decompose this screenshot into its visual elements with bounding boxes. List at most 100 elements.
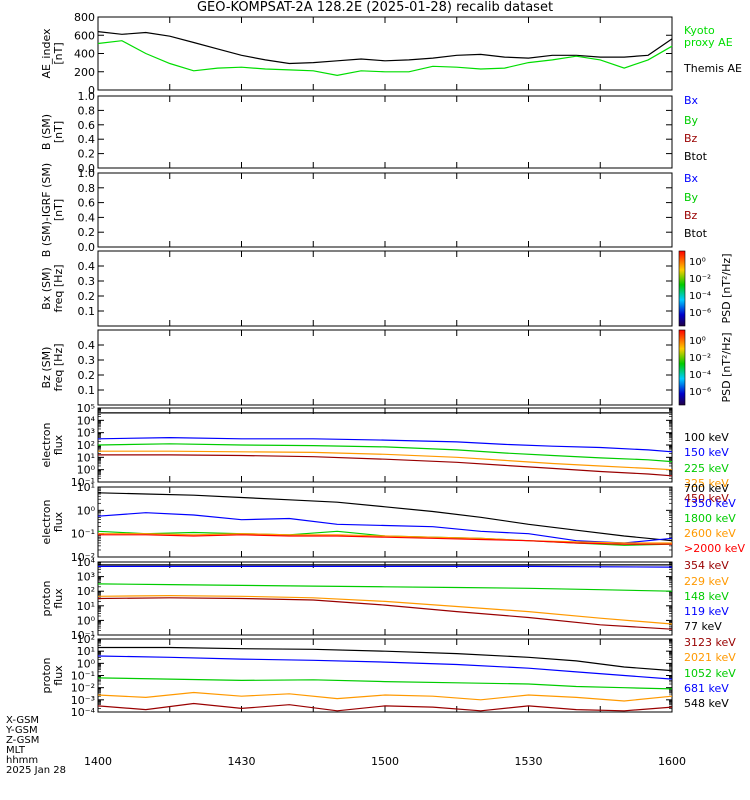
y-tick-label: 0.0 <box>78 241 96 254</box>
y-tick-label: 10⁴ <box>77 556 96 569</box>
panel-bx_spec: 0.1 0.2 0.3 0.4 Bx (SM) freq [Hz] 10⁰ 10⁻² 10⁻⁴ 1… <box>40 250 733 327</box>
y-tick-label: 1.0 <box>78 90 96 103</box>
legend-entry: 325 keV <box>684 477 729 490</box>
y-tick-label: 10⁻¹ <box>71 670 95 683</box>
y-tick-label: 10² <box>77 585 95 598</box>
colorbar-tick-label: 10⁻⁴ <box>689 291 711 302</box>
legend-entry: 548 keV <box>684 697 729 710</box>
series-line <box>98 454 673 477</box>
y-tick-label: 0.8 <box>78 104 96 117</box>
x-tick-label: 1600 <box>658 755 686 768</box>
footer-row: X-GSM <box>6 715 40 726</box>
y-tick-label: 10⁻¹ <box>71 528 95 541</box>
panel-frame <box>97 172 673 248</box>
y-tick-label: 10² <box>77 633 95 646</box>
series-line <box>97 512 673 544</box>
x-tick-label: 1530 <box>514 755 543 768</box>
legend-entry: 3123 keV <box>684 636 736 649</box>
y-axis-label: proton <box>40 657 53 693</box>
legend-entry: Btot <box>684 150 708 163</box>
series-line <box>98 533 672 544</box>
series-line <box>97 691 673 702</box>
panel-frame <box>97 329 673 406</box>
y-tick-label: 10⁰ <box>77 657 96 670</box>
legend-entry: Themis AE <box>683 62 742 75</box>
y-axis-label: electron <box>40 423 53 468</box>
y-tick-label: 10⁻² <box>71 551 95 564</box>
legend-entry: Bz <box>684 132 698 145</box>
colorbar-tick-label: 10⁰ <box>689 336 706 347</box>
panel-b_sm: 0.00.2 0.40.6 0.81.0 B (SM) [nT] Bx By Bz Btot <box>40 90 708 175</box>
panel-frame <box>97 486 673 558</box>
legend-entry: 225 keV <box>684 462 729 475</box>
y-tick-label: 400 <box>74 48 95 61</box>
series-line <box>97 583 673 592</box>
y-tick-label: 10⁻³ <box>71 694 95 707</box>
y-tick-label: 10⁻¹ <box>71 476 95 489</box>
y-tick-label: 0.6 <box>78 119 96 132</box>
y-axis-label: [nT] <box>52 199 65 221</box>
y-axis-label: flux <box>52 665 65 686</box>
legend-entry: Bx <box>684 172 699 185</box>
y-tick-label: 0.2 <box>78 290 96 303</box>
y-tick-label: 10³ <box>77 571 95 584</box>
y-tick-label: 0.6 <box>78 197 96 210</box>
y-tick-label: 10⁻¹ <box>71 629 95 642</box>
y-axis-label: B (SM) <box>40 114 53 150</box>
y-tick-label: 0.1 <box>78 384 96 397</box>
legend-entry: 119 keV <box>684 605 729 618</box>
x-tick-label: 1500 <box>371 755 399 768</box>
legend-entry: 354 keV <box>684 559 729 572</box>
colorbar-tick-label: 10⁻² <box>689 274 711 285</box>
y-tick-label: 10⁻² <box>71 682 95 695</box>
colorbar-tick-label: 10⁻⁶ <box>689 387 711 398</box>
y-tick-label: 0.3 <box>78 275 96 288</box>
y-axis-label: flux <box>52 434 65 455</box>
series-line <box>97 597 673 630</box>
series-line <box>97 436 673 453</box>
y-tick-label: 10¹ <box>77 600 95 613</box>
panel-b_igrf: 0.0 0.2 0.40.6 0.8 1.0 B (SM)-IGRF (SM) [nT] Bx… <box>40 163 708 257</box>
colorbar-tick-label: 10⁻⁶ <box>689 308 711 319</box>
legend-entry: 150 keV <box>684 446 729 459</box>
legend-entry: 1052 keV <box>684 667 736 680</box>
legend-entry: 1800 keV <box>684 512 736 525</box>
series-line <box>97 655 673 680</box>
y-axis-label: freq [Hz] <box>52 264 65 312</box>
series-line <box>97 677 673 690</box>
colorbar-tick-label: 10⁰ <box>689 257 706 268</box>
x-tick-label: 1430 <box>227 755 256 768</box>
footer-row: hhmm <box>6 755 39 766</box>
y-tick-label: 10⁻⁴ <box>71 706 96 719</box>
footer-row: MLT <box>6 745 25 756</box>
footer-row: Y-GSM <box>6 725 38 736</box>
colorbar <box>678 329 686 406</box>
legend-entry: Bz <box>684 209 698 222</box>
y-tick-label: 800 <box>74 11 95 24</box>
y-axis-label: flux <box>52 588 65 609</box>
y-tick-label: 10² <box>77 439 95 452</box>
page-title: GEO-KOMPSAT-2A 128.2E (2025-01-28) recal… <box>196 0 554 15</box>
legend-entry: 148 keV <box>684 590 729 603</box>
y-tick-label: 0.0 <box>78 162 96 175</box>
y-axis-label: electron <box>40 500 53 545</box>
panel-frame <box>97 250 673 327</box>
y-tick-label: 200 <box>74 66 95 79</box>
legend-entry: By <box>684 191 699 204</box>
y-tick-label: 10¹ <box>77 645 95 658</box>
y-tick-label: 600 <box>74 29 95 42</box>
legend-entry: 1350 keV <box>684 497 736 510</box>
y-axis-label: [nT] <box>52 42 65 64</box>
colorbar-label: PSD [nT²/Hz] <box>720 253 733 323</box>
y-axis-label: freq [Hz] <box>52 343 65 391</box>
legend-entry: 681 keV <box>684 682 729 695</box>
series-line <box>98 565 673 568</box>
y-tick-label: 0.2 <box>78 226 96 239</box>
y-axis-label: AE_index <box>40 28 53 79</box>
y-tick-label: 0.3 <box>78 354 96 367</box>
y-tick-label: 0.1 <box>78 305 96 318</box>
series-line <box>97 40 673 77</box>
